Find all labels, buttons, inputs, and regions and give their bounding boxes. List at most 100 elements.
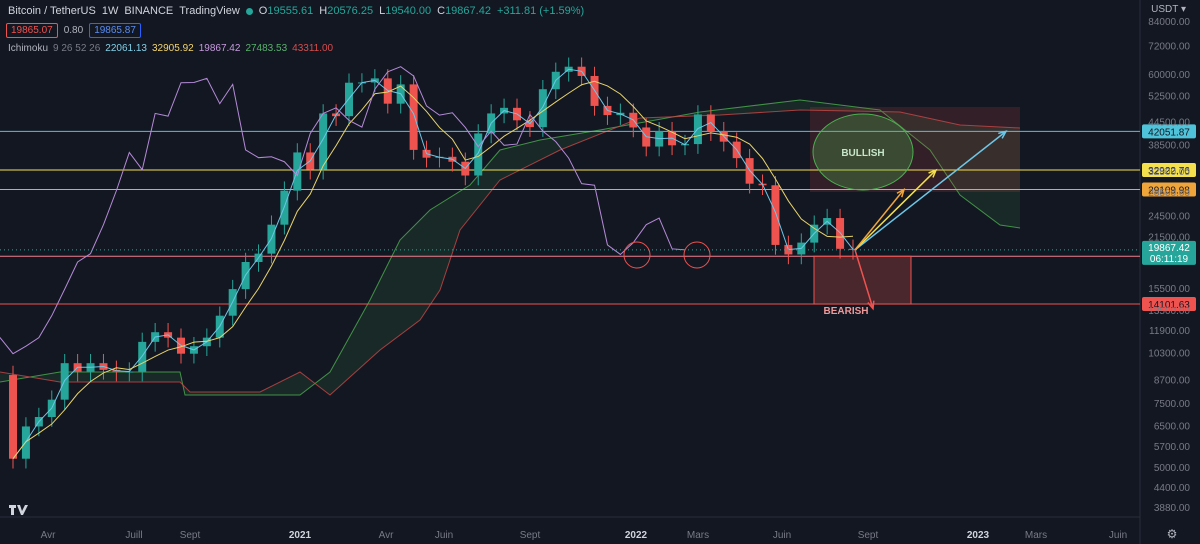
y-tick-label: 72000.00 <box>1148 41 1190 52</box>
sell-button[interactable]: 19865.07 <box>6 23 58 38</box>
low-value: 19540.00 <box>385 5 432 17</box>
x-tick-label: Juin <box>1109 530 1127 541</box>
senkou-span-a-line <box>0 99 1021 396</box>
close-value: 19867.42 <box>445 5 491 17</box>
change-value: +311.81 (+1.59%) <box>496 5 585 17</box>
x-tick-label: Juill <box>125 530 142 541</box>
price-level-tag <box>1142 182 1196 197</box>
indicator-params: 9 26 52 26 <box>53 43 101 54</box>
candle-body <box>474 133 483 176</box>
kijun-line <box>12 80 854 460</box>
ichimoku-value: 32905.92 <box>152 43 194 54</box>
x-tick-label: 2023 <box>967 530 990 541</box>
future-bearish-cloud <box>810 107 1020 192</box>
indicator-name[interactable]: Ichimoku <box>8 43 49 54</box>
candle-body <box>771 185 780 245</box>
y-tick-label: 32500.00 <box>1148 167 1190 178</box>
price-level-tag <box>1142 163 1196 178</box>
spread-value: 0.80 <box>63 25 84 36</box>
price-level-tag <box>1142 297 1196 312</box>
bearish-label: BEARISH <box>823 306 868 317</box>
ichimoku-cloud <box>0 100 1020 395</box>
candle-body <box>9 375 17 459</box>
x-tick-label: Mars <box>687 530 709 541</box>
x-tick-label: Avr <box>41 530 56 541</box>
y-tick-label: 7500.00 <box>1154 399 1191 410</box>
tradingview-logo-icon <box>8 503 28 517</box>
y-tick-label: 11900.00 <box>1149 326 1190 337</box>
arrow-to-42051-head <box>998 130 1008 139</box>
y-tick-label: 28500.00 <box>1148 188 1190 199</box>
x-tick-label: Avr <box>379 530 394 541</box>
x-tick-label: 2021 <box>289 530 312 541</box>
high-value: 20576.25 <box>327 5 374 17</box>
ichimoku-value: 22061.13 <box>105 43 147 54</box>
countdown-label: 06:11:19 <box>1150 254 1189 265</box>
marker-circle <box>683 241 711 269</box>
arrow-to-14101 <box>854 249 874 309</box>
exchange-label: BINANCE <box>124 5 174 17</box>
symbol-name[interactable]: Bitcoin / TetherUS <box>8 5 96 17</box>
ichimoku-legend[interactable]: Ichimoku 9 26 52 26 22061.13 32905.92 19… <box>8 43 333 54</box>
senkou-span-b-line <box>0 109 1021 396</box>
y-tick-label: 8700.00 <box>1154 375 1191 386</box>
y-tick-label: 24500.00 <box>1148 212 1190 223</box>
y-tick-label: 3880.00 <box>1154 503 1191 514</box>
arrow-to-42051 <box>854 130 1007 251</box>
x-tick-label: 2022 <box>625 530 648 541</box>
interval-label[interactable]: 1W <box>101 5 119 17</box>
price-level-label: 32922.76 <box>1148 166 1190 177</box>
y-tick-label: 4400.00 <box>1154 483 1191 494</box>
close-label: C <box>437 5 446 17</box>
y-tick-label: 44500.00 <box>1148 117 1190 128</box>
bullish-zone <box>812 113 914 191</box>
candle-body <box>849 248 857 250</box>
bearish-zone <box>813 255 912 305</box>
x-tick-label: Mars <box>1025 530 1047 541</box>
market-status-icon <box>245 7 253 15</box>
chikou-line <box>0 66 686 355</box>
arrow-to-29109 <box>854 189 905 251</box>
marker-circle <box>623 241 651 269</box>
high-label: H <box>319 5 328 17</box>
candle-body <box>319 113 328 170</box>
last-price-label: 19867.42 <box>1148 243 1190 254</box>
open-value: 19555.61 <box>267 5 314 17</box>
bid-ask-panel: 19865.07 0.80 19865.87 <box>6 23 141 38</box>
x-tick-label: Juin <box>773 530 791 541</box>
source-label: TradingView <box>179 5 240 17</box>
ichimoku-value: 27483.53 <box>245 43 288 54</box>
x-tick-label: Sept <box>520 530 541 541</box>
y-tick-label: 52500.00 <box>1148 91 1190 102</box>
y-tick-label: 5700.00 <box>1154 442 1191 453</box>
price-level-tag <box>1142 124 1196 139</box>
price-level-label: 42051.87 <box>1148 127 1190 138</box>
candle-body <box>538 89 547 128</box>
y-tick-label: 21500.00 <box>1148 232 1190 243</box>
price-level-label: 29109.98 <box>1148 185 1190 196</box>
open-label: O <box>258 5 268 17</box>
buy-button[interactable]: 19865.87 <box>89 23 141 38</box>
tenkan-line <box>12 68 854 460</box>
price-scale-panel <box>1140 0 1200 544</box>
gear-icon[interactable]: ⚙ <box>1167 527 1178 541</box>
y-tick-label: 60000.00 <box>1148 70 1190 81</box>
candle-body <box>409 84 418 150</box>
y-tick-label: 6500.00 <box>1154 421 1191 432</box>
currency-label: USDT ▾ <box>1151 4 1186 15</box>
ichimoku-value: 19867.42 <box>198 43 241 54</box>
x-tick-label: Sept <box>858 530 879 541</box>
y-tick-label: 84000.00 <box>1148 17 1190 28</box>
candle-body <box>345 82 353 117</box>
arrow-to-14101-head <box>867 300 875 311</box>
ichimoku-value: 43311.00 <box>292 43 334 54</box>
y-tick-label: 13500.00 <box>1148 306 1190 317</box>
x-tick-label: Juin <box>435 530 453 541</box>
x-tick-label: Sept <box>180 530 201 541</box>
arrow-to-32922 <box>854 169 937 251</box>
y-tick-label: 10300.00 <box>1148 349 1190 360</box>
y-tick-label: 15500.00 <box>1148 284 1190 295</box>
bullish-label: BULLISH <box>841 148 884 159</box>
price-level-label: 14101.63 <box>1148 300 1190 311</box>
